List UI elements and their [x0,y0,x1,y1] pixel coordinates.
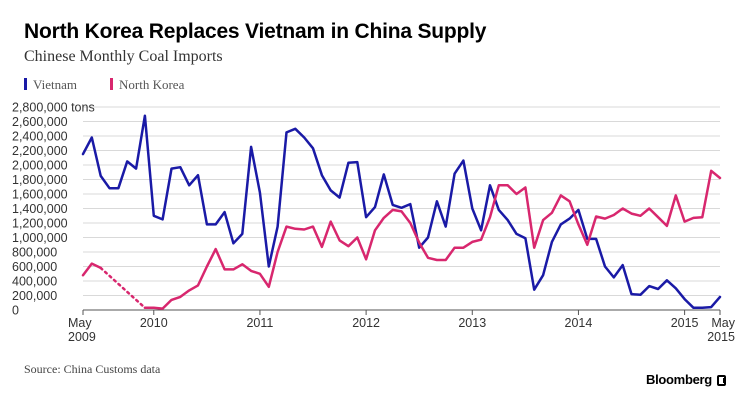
y-tick-label: 800,000 [12,246,57,260]
y-tick-label: 0 [12,304,19,318]
y-tick-label: 1,000,000 [12,231,68,245]
legend-swatch-vietnam [24,78,27,90]
x-tick-label: 2015 [707,330,735,344]
series-gap-north-korea [99,266,147,310]
y-tick-label: 600,000 [12,260,57,274]
series-line-north-korea [81,262,102,277]
y-tick-label: 2,000,000 [12,159,68,173]
x-tick-label: 2015 [671,316,699,330]
legend-swatch-north-korea [110,78,113,90]
legend-item-vietnam: Vietnam [24,77,77,93]
series-line-vietnam [81,114,722,310]
legend-label-north-korea: North Korea [119,77,185,92]
x-tick-label: 2013 [458,316,486,330]
y-tick-label: 1,600,000 [12,188,68,202]
y-tick-label: 2,200,000 [12,144,68,158]
chart-subtitle: Chinese Monthly Coal Imports [24,48,223,65]
x-tick-label: 2014 [565,316,593,330]
bloomberg-terminal-icon [716,375,726,386]
x-tick-label: 2011 [246,316,273,330]
legend-label-vietnam: Vietnam [33,77,77,92]
x-tick-label: May [68,316,92,330]
x-tick-label: 2010 [140,316,168,330]
y-tick-label: 1,200,000 [12,217,68,231]
bloomberg-wordmark: Bloomberg [646,372,712,387]
y-tick-label: 2,800,000 tons [12,101,95,115]
y-tick-label: 1,400,000 [12,202,68,216]
x-tick-label: 2012 [352,316,380,330]
source-note: Source: China Customs data [24,362,161,376]
x-tick-label: May [711,316,735,330]
chart-title: North Korea Replaces Vietnam in China Su… [24,20,487,43]
series-line-north-korea [143,169,722,310]
y-tick-label: 200,000 [12,289,57,303]
y-tick-label: 400,000 [12,275,57,289]
x-tick-label: 2009 [68,330,96,344]
y-tick-label: 1,800,000 [12,173,68,187]
y-tick-label: 2,400,000 [12,130,68,144]
y-tick-label: 2,600,000 [12,115,68,129]
bloomberg-logo: Bloomberg [646,372,726,387]
legend-item-north-korea: North Korea [110,77,184,93]
